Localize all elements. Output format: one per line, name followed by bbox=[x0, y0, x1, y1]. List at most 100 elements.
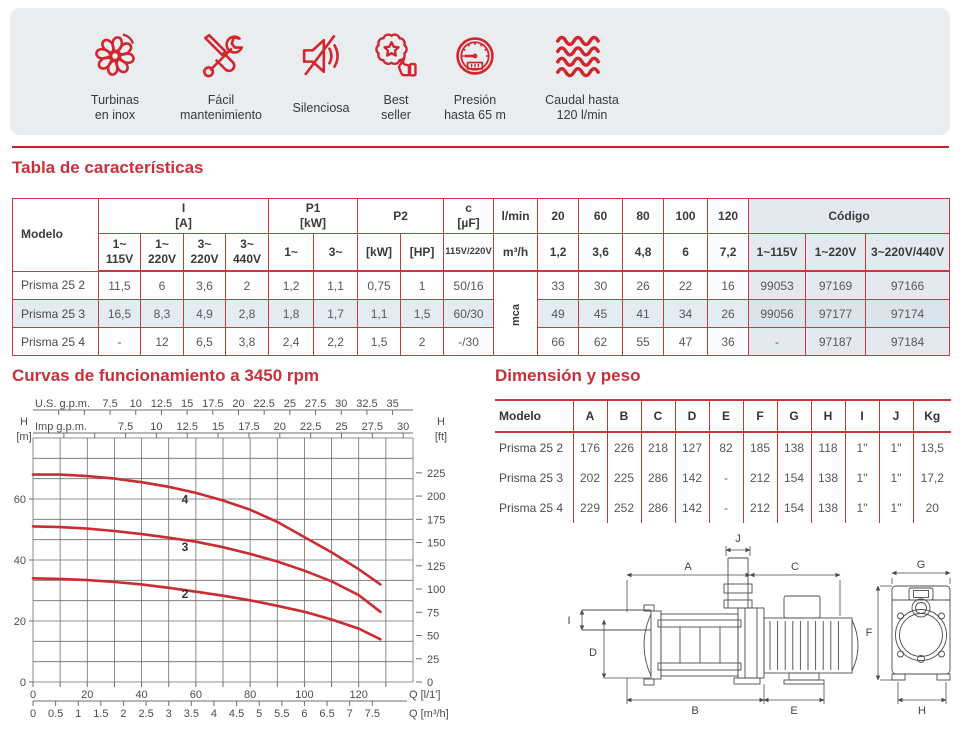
dim-cell: 226 bbox=[606, 432, 641, 463]
pressure-gauge-icon bbox=[448, 28, 502, 84]
table-cell: 49 bbox=[537, 299, 580, 328]
dim-col-header: Modelo bbox=[495, 400, 573, 433]
table-cell: 0,75 bbox=[357, 270, 402, 300]
table-cell: 97169 bbox=[805, 270, 867, 300]
svg-text:17.5: 17.5 bbox=[202, 398, 223, 410]
best-seller-badge-icon bbox=[369, 28, 423, 84]
svg-text:200: 200 bbox=[427, 491, 445, 503]
table-cell: mca bbox=[493, 270, 539, 356]
table-cell: 2,4 bbox=[268, 327, 315, 356]
subcol-header: 3~ bbox=[313, 233, 359, 272]
svg-text:20: 20 bbox=[14, 616, 26, 628]
dimensions-header: Modelo A B C D E F G H I J Kg bbox=[495, 400, 951, 433]
dim-col-header: B bbox=[606, 400, 641, 433]
dim-col-header: F bbox=[742, 400, 777, 433]
section-title-curves: Curvas de funcionamiento a 3450 rpm bbox=[12, 366, 320, 385]
table-cell: 26 bbox=[707, 299, 750, 328]
dim-model: Prisma 25 2 bbox=[499, 441, 564, 455]
svg-text:[ft]: [ft] bbox=[435, 431, 447, 443]
dim-cell: 229 bbox=[572, 493, 607, 523]
dim-cell: 252 bbox=[606, 493, 641, 523]
svg-text:150: 150 bbox=[427, 538, 445, 550]
col-header-codigo: Código bbox=[748, 198, 951, 234]
table-cell: 1,1 bbox=[313, 270, 359, 300]
table-cell: 2 bbox=[400, 327, 445, 356]
svg-text:4.5: 4.5 bbox=[229, 708, 244, 720]
col-header-p2: P2 bbox=[357, 198, 445, 234]
dim-cell: 1" bbox=[844, 432, 879, 463]
svg-text:7: 7 bbox=[347, 708, 353, 720]
table-row: Prisma 25 3 202 225 286 142-212 154 138 1" 1" 17,… bbox=[495, 463, 951, 493]
table-cell: 2,2 bbox=[313, 327, 359, 356]
table-cell: 3,8 bbox=[224, 327, 270, 356]
subcol-header: 3~ 440V bbox=[224, 233, 270, 272]
svg-text:60: 60 bbox=[190, 689, 202, 701]
dim-cell: 212 bbox=[742, 493, 777, 523]
table-row: Prisma 25 3 16,5 8,3 4,9 2,8 1,8 1,7 1,1 1,5 60/3… bbox=[12, 299, 951, 328]
svg-text:1: 1 bbox=[75, 708, 81, 720]
table-cell: 3,6 bbox=[183, 270, 226, 300]
table-cell: - bbox=[98, 327, 141, 356]
pump-front-dimensions bbox=[875, 570, 951, 704]
svg-text:20: 20 bbox=[81, 689, 93, 701]
dim-label-e: E bbox=[790, 705, 797, 717]
feature-flow: Caudal hasta 120 l/min bbox=[522, 28, 642, 123]
svg-text:32.5: 32.5 bbox=[356, 398, 377, 410]
subcol-header: [HP] bbox=[400, 233, 445, 272]
table-cell: 2 bbox=[224, 270, 270, 300]
dim-cell: 202 bbox=[572, 463, 607, 493]
table-cell: Prisma 25 4 bbox=[12, 327, 99, 356]
svg-text:100: 100 bbox=[295, 689, 313, 701]
flow-header: 20 bbox=[537, 198, 580, 234]
dim-col-header: A bbox=[572, 400, 607, 433]
svg-text:30: 30 bbox=[397, 421, 409, 433]
svg-text:40: 40 bbox=[135, 689, 147, 701]
svg-text:4: 4 bbox=[211, 708, 217, 720]
svg-text:3.5: 3.5 bbox=[184, 708, 199, 720]
svg-text:120: 120 bbox=[350, 689, 368, 701]
dim-col-header: D bbox=[674, 400, 709, 433]
dim-label-d: D bbox=[589, 647, 597, 659]
svg-text:25: 25 bbox=[427, 654, 439, 666]
water-flow-waves-icon bbox=[552, 28, 612, 84]
mca-unit-label: mca bbox=[509, 303, 522, 326]
tools-icon bbox=[194, 28, 248, 84]
axis-h-m: H [m] 0 20 40 60 bbox=[14, 416, 33, 689]
dim-col-header: G bbox=[776, 400, 811, 433]
col-header-p1: P1 [kW] bbox=[268, 198, 359, 234]
dim-cell: 138 bbox=[776, 432, 811, 463]
col-header-modelo: Modelo bbox=[12, 198, 99, 272]
flow-header: 60 bbox=[578, 198, 624, 234]
muted-speaker-icon bbox=[294, 28, 348, 84]
table-cell: 99053 bbox=[748, 270, 807, 300]
svg-text:0: 0 bbox=[20, 677, 26, 689]
dim-cell: 1" bbox=[878, 463, 913, 493]
table-cell: 11,5 bbox=[98, 270, 141, 300]
svg-text:6.5: 6.5 bbox=[319, 708, 334, 720]
svg-text:35: 35 bbox=[386, 398, 398, 410]
table-row: Prisma 25 2 11,5 6 3,6 2 1,2 1,1 0,75 1 50/16 mca 3… bbox=[12, 270, 951, 356]
curve-3 bbox=[31, 525, 382, 614]
table-cell: 8,3 bbox=[140, 299, 184, 328]
dim-cell: 1" bbox=[844, 463, 879, 493]
dim-cell: 185 bbox=[742, 432, 777, 463]
table-cell: 62 bbox=[578, 327, 624, 356]
svg-text:2: 2 bbox=[120, 708, 126, 720]
svg-text:40: 40 bbox=[14, 555, 26, 567]
axis-us-gpm: U.S. g.p.m. 7.5 10 12.5 15 17.5 20 22.5 25 27.5 30… bbox=[33, 398, 413, 415]
svg-text:25: 25 bbox=[335, 421, 347, 433]
dim-col-header: E bbox=[708, 400, 743, 433]
col-header-lmin: l/min bbox=[493, 198, 539, 234]
pump-side-dimensions bbox=[579, 546, 841, 704]
svg-text:0: 0 bbox=[30, 708, 36, 720]
svg-text:7.5: 7.5 bbox=[365, 708, 380, 720]
svg-text:50: 50 bbox=[427, 631, 439, 643]
subcol-header: 1~ bbox=[268, 233, 315, 272]
table-cell: 1,1 bbox=[357, 299, 402, 328]
table-cell: 41 bbox=[622, 299, 665, 328]
dim-cell: 176 bbox=[572, 432, 607, 463]
svg-text:27.5: 27.5 bbox=[305, 398, 326, 410]
subcol-header: 1~220V bbox=[805, 233, 867, 272]
table-cell: 26 bbox=[622, 270, 665, 300]
dim-cell: 17,2 bbox=[912, 463, 951, 493]
